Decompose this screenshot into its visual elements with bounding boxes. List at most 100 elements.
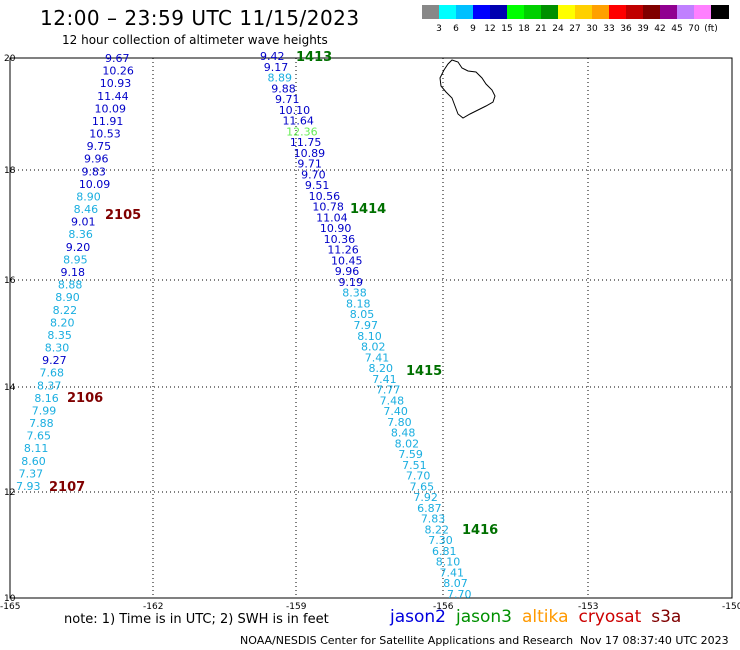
track-1413-point: 9.19 bbox=[339, 276, 364, 289]
legend-swatch bbox=[660, 5, 678, 19]
longitude-label: -162 bbox=[143, 602, 163, 612]
track-1413-point: 8.22 bbox=[425, 523, 450, 536]
legend-label: 45 bbox=[671, 24, 683, 34]
track-2105-point: 8.30 bbox=[45, 342, 69, 355]
legend-swatch bbox=[473, 5, 491, 19]
track-1413-point: 7.59 bbox=[398, 448, 423, 461]
track-2105-point: 8.95 bbox=[63, 253, 88, 266]
track-1413-point: 8.02 bbox=[361, 341, 386, 354]
legend-swatch bbox=[711, 5, 729, 19]
track-2105-point: 7.88 bbox=[29, 417, 53, 430]
track-1413-point: 8.38 bbox=[342, 287, 367, 300]
latitude-label: 12 bbox=[4, 488, 15, 498]
altimeter-tracks: 9.429.178.899.889.7110.1011.6412.3611.75… bbox=[16, 50, 498, 601]
track-1413-point: 8.07 bbox=[443, 577, 468, 590]
track-2105-point: 9.83 bbox=[81, 165, 106, 178]
track-2105-point: 8.37 bbox=[37, 379, 62, 392]
legend-swatch bbox=[439, 5, 457, 19]
legend-swatch bbox=[541, 5, 559, 19]
track-2105-point: 10.93 bbox=[100, 77, 132, 90]
track-2105-point: 10.26 bbox=[102, 65, 134, 78]
longitude-label: -165 bbox=[0, 602, 20, 612]
track-1413-point: 8.10 bbox=[357, 330, 382, 343]
track-1413-point: 7.70 bbox=[406, 470, 431, 483]
track-1413-point: 9.42 bbox=[260, 50, 285, 63]
track-1413-point: 11.04 bbox=[316, 211, 348, 224]
track-2105-point: 8.90 bbox=[76, 190, 101, 203]
legend-label: 6 bbox=[453, 24, 459, 34]
track-2105-point: 8.16 bbox=[34, 392, 59, 405]
footer-note: note: 1) Time is in UTC; 2) SWH is in fe… bbox=[64, 612, 329, 627]
track-2105-point: 7.68 bbox=[40, 367, 65, 380]
latitude-label: 20 bbox=[4, 54, 16, 64]
satellite-altika: altika bbox=[522, 607, 569, 627]
track-1413-point: 7.77 bbox=[376, 384, 401, 397]
legend-label: 15 bbox=[501, 24, 513, 34]
satellite-legend: jason2 jason3 altika cryosat s3a bbox=[390, 607, 691, 627]
track-2105-point: 7.99 bbox=[32, 404, 57, 417]
legend-label: 9 bbox=[470, 24, 476, 34]
satellite-jason2: jason2 bbox=[390, 607, 446, 627]
legend-swatch bbox=[643, 5, 661, 19]
legend-label: 12 bbox=[484, 24, 496, 34]
latitude-label: 10 bbox=[4, 594, 16, 604]
track-1413-point: 7.30 bbox=[428, 534, 453, 547]
track-2105-point: 8.36 bbox=[68, 228, 93, 241]
pass-label: 1414 bbox=[350, 202, 386, 217]
track-2105-point: 9.20 bbox=[66, 241, 91, 254]
hawaii-island-outline bbox=[439, 59, 496, 119]
track-1413-point: 6.81 bbox=[432, 545, 457, 558]
map-frame bbox=[9, 57, 733, 599]
legend-label: 18 bbox=[518, 24, 530, 34]
track-1413-point: 11.26 bbox=[327, 244, 359, 257]
track-1413-point: 7.41 bbox=[372, 373, 397, 386]
track-1413-point: 7.80 bbox=[387, 416, 412, 429]
latitude-label: 16 bbox=[4, 276, 16, 286]
legend-swatch bbox=[558, 5, 576, 19]
pass-label: 2107 bbox=[49, 480, 85, 495]
track-2105-point: 9.27 bbox=[42, 354, 66, 367]
track-2105-point: 8.60 bbox=[21, 455, 46, 468]
credit-line: NOAA/NESDIS Center for Satellite Applica… bbox=[240, 634, 574, 647]
track-1413-point: 9.71 bbox=[297, 158, 322, 171]
track-1413-point: 12.36 bbox=[286, 125, 318, 138]
track-2105-point: 11.44 bbox=[97, 90, 129, 103]
latitude-label: 18 bbox=[4, 166, 16, 176]
track-1413-point: 9.96 bbox=[335, 265, 360, 278]
track-1413-point: 7.65 bbox=[410, 480, 435, 493]
legend-label: 39 bbox=[637, 24, 649, 34]
track-1413-point: 8.89 bbox=[267, 72, 292, 85]
legend-label: 70 bbox=[688, 24, 700, 34]
pass-label: 1415 bbox=[406, 364, 442, 379]
track-1413-point: 7.48 bbox=[380, 394, 405, 407]
legend-swatch bbox=[677, 5, 695, 19]
track-2105-point: 11.91 bbox=[92, 115, 124, 128]
track-1413-point: 7.41 bbox=[440, 566, 465, 579]
legend-swatch bbox=[490, 5, 508, 19]
legend-label: 36 bbox=[620, 24, 632, 34]
longitude-label: -159 bbox=[286, 602, 307, 612]
track-2105-point: 8.22 bbox=[53, 304, 78, 317]
track-2105-point: 8.88 bbox=[58, 279, 83, 292]
pass-label: 2106 bbox=[67, 391, 103, 406]
legend-label: 3 bbox=[436, 24, 442, 34]
legend-swatch bbox=[575, 5, 593, 19]
track-1413-point: 8.18 bbox=[346, 297, 371, 310]
track-1413-point: 7.92 bbox=[413, 491, 438, 504]
legend-swatch bbox=[694, 5, 712, 19]
legend-label: 33 bbox=[603, 24, 615, 34]
track-1413-point: 8.20 bbox=[368, 362, 393, 375]
track-1413-point: 7.40 bbox=[383, 405, 408, 418]
track-1413-point: 8.10 bbox=[436, 556, 461, 569]
track-2105-point: 9.67 bbox=[105, 52, 130, 65]
track-2105-point: 9.96 bbox=[84, 153, 109, 166]
map-grid bbox=[9, 57, 733, 599]
track-2105-point: 10.09 bbox=[95, 102, 127, 115]
legend-swatch bbox=[507, 5, 525, 19]
legend-swatch bbox=[592, 5, 610, 19]
track-2105-point: 7.65 bbox=[26, 430, 51, 443]
track-1413-point: 9.88 bbox=[271, 82, 296, 95]
satellite-jason3: jason3 bbox=[456, 607, 512, 627]
track-2105-point: 9.75 bbox=[87, 140, 112, 153]
